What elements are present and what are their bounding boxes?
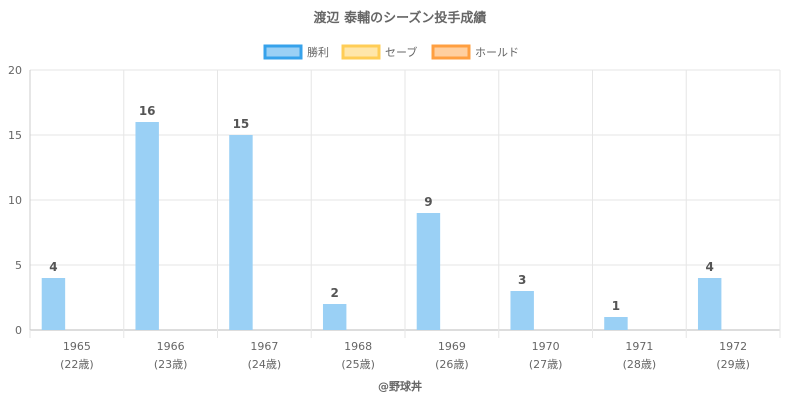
x-tick-sublabel: (22歳) [60,358,94,371]
bar-value-label: 16 [139,104,156,118]
y-tick-label: 5 [15,259,22,272]
legend-swatch [263,44,303,60]
bar [229,135,253,330]
legend: 勝利 セーブ ホールド [263,44,519,60]
x-tick-label: 1967 [250,340,278,353]
y-tick-label: 10 [8,194,22,207]
legend-swatch [431,44,471,60]
x-tick-sublabel: (25歳) [341,358,375,371]
x-tick-label: 1970 [532,340,560,353]
bar [135,122,159,330]
x-tick-label: 1972 [719,340,747,353]
legend-label: 勝利 [307,45,329,59]
x-tick-sublabel: (24歳) [248,358,282,371]
bar [697,278,722,330]
bar [416,213,441,330]
credit-text: @野球丼 [378,379,422,393]
x-tick-sublabel: (29歳) [716,358,750,371]
bar-value-label: 9 [424,195,432,209]
bar-value-label: 1 [612,299,620,313]
x-tick-sublabel: (27歳) [529,358,563,371]
x-tick-label: 1969 [438,340,466,353]
chart-title: 渡辺 泰輔のシーズン投手成績 [314,10,487,26]
bar-value-label: 4 [49,260,57,274]
bar-value-label: 2 [331,286,339,300]
legend-label: セーブ [385,45,417,59]
bar-value-label: 4 [706,260,714,274]
x-tick-label: 1971 [625,340,653,353]
bar [510,291,534,330]
x-tick-sublabel: (26歳) [435,358,469,371]
x-tick-label: 1966 [157,340,185,353]
x-tick-sublabel: (28歳) [623,358,657,371]
axes: 0 5 10 15 20 1965 (22歳) 1966 (23歳) 1967 (24歳) 1968 (… [8,64,750,371]
bar [41,278,66,330]
x-tick-label: 1968 [344,340,372,353]
bar [322,304,347,330]
legend-swatch [341,44,381,60]
y-tick-label: 20 [8,64,22,77]
y-tick-label: 0 [15,324,22,337]
bar-value-label: 15 [233,117,250,131]
x-tick-sublabel: (23歳) [154,358,188,371]
bar-value-label: 3 [518,273,526,287]
x-tick-label: 1965 [63,340,91,353]
bar [604,317,628,330]
y-tick-label: 15 [8,129,22,142]
bars [41,122,722,330]
data-labels: 4 16 15 2 9 3 1 4 [49,104,714,313]
legend-label: ホールド [475,46,519,59]
